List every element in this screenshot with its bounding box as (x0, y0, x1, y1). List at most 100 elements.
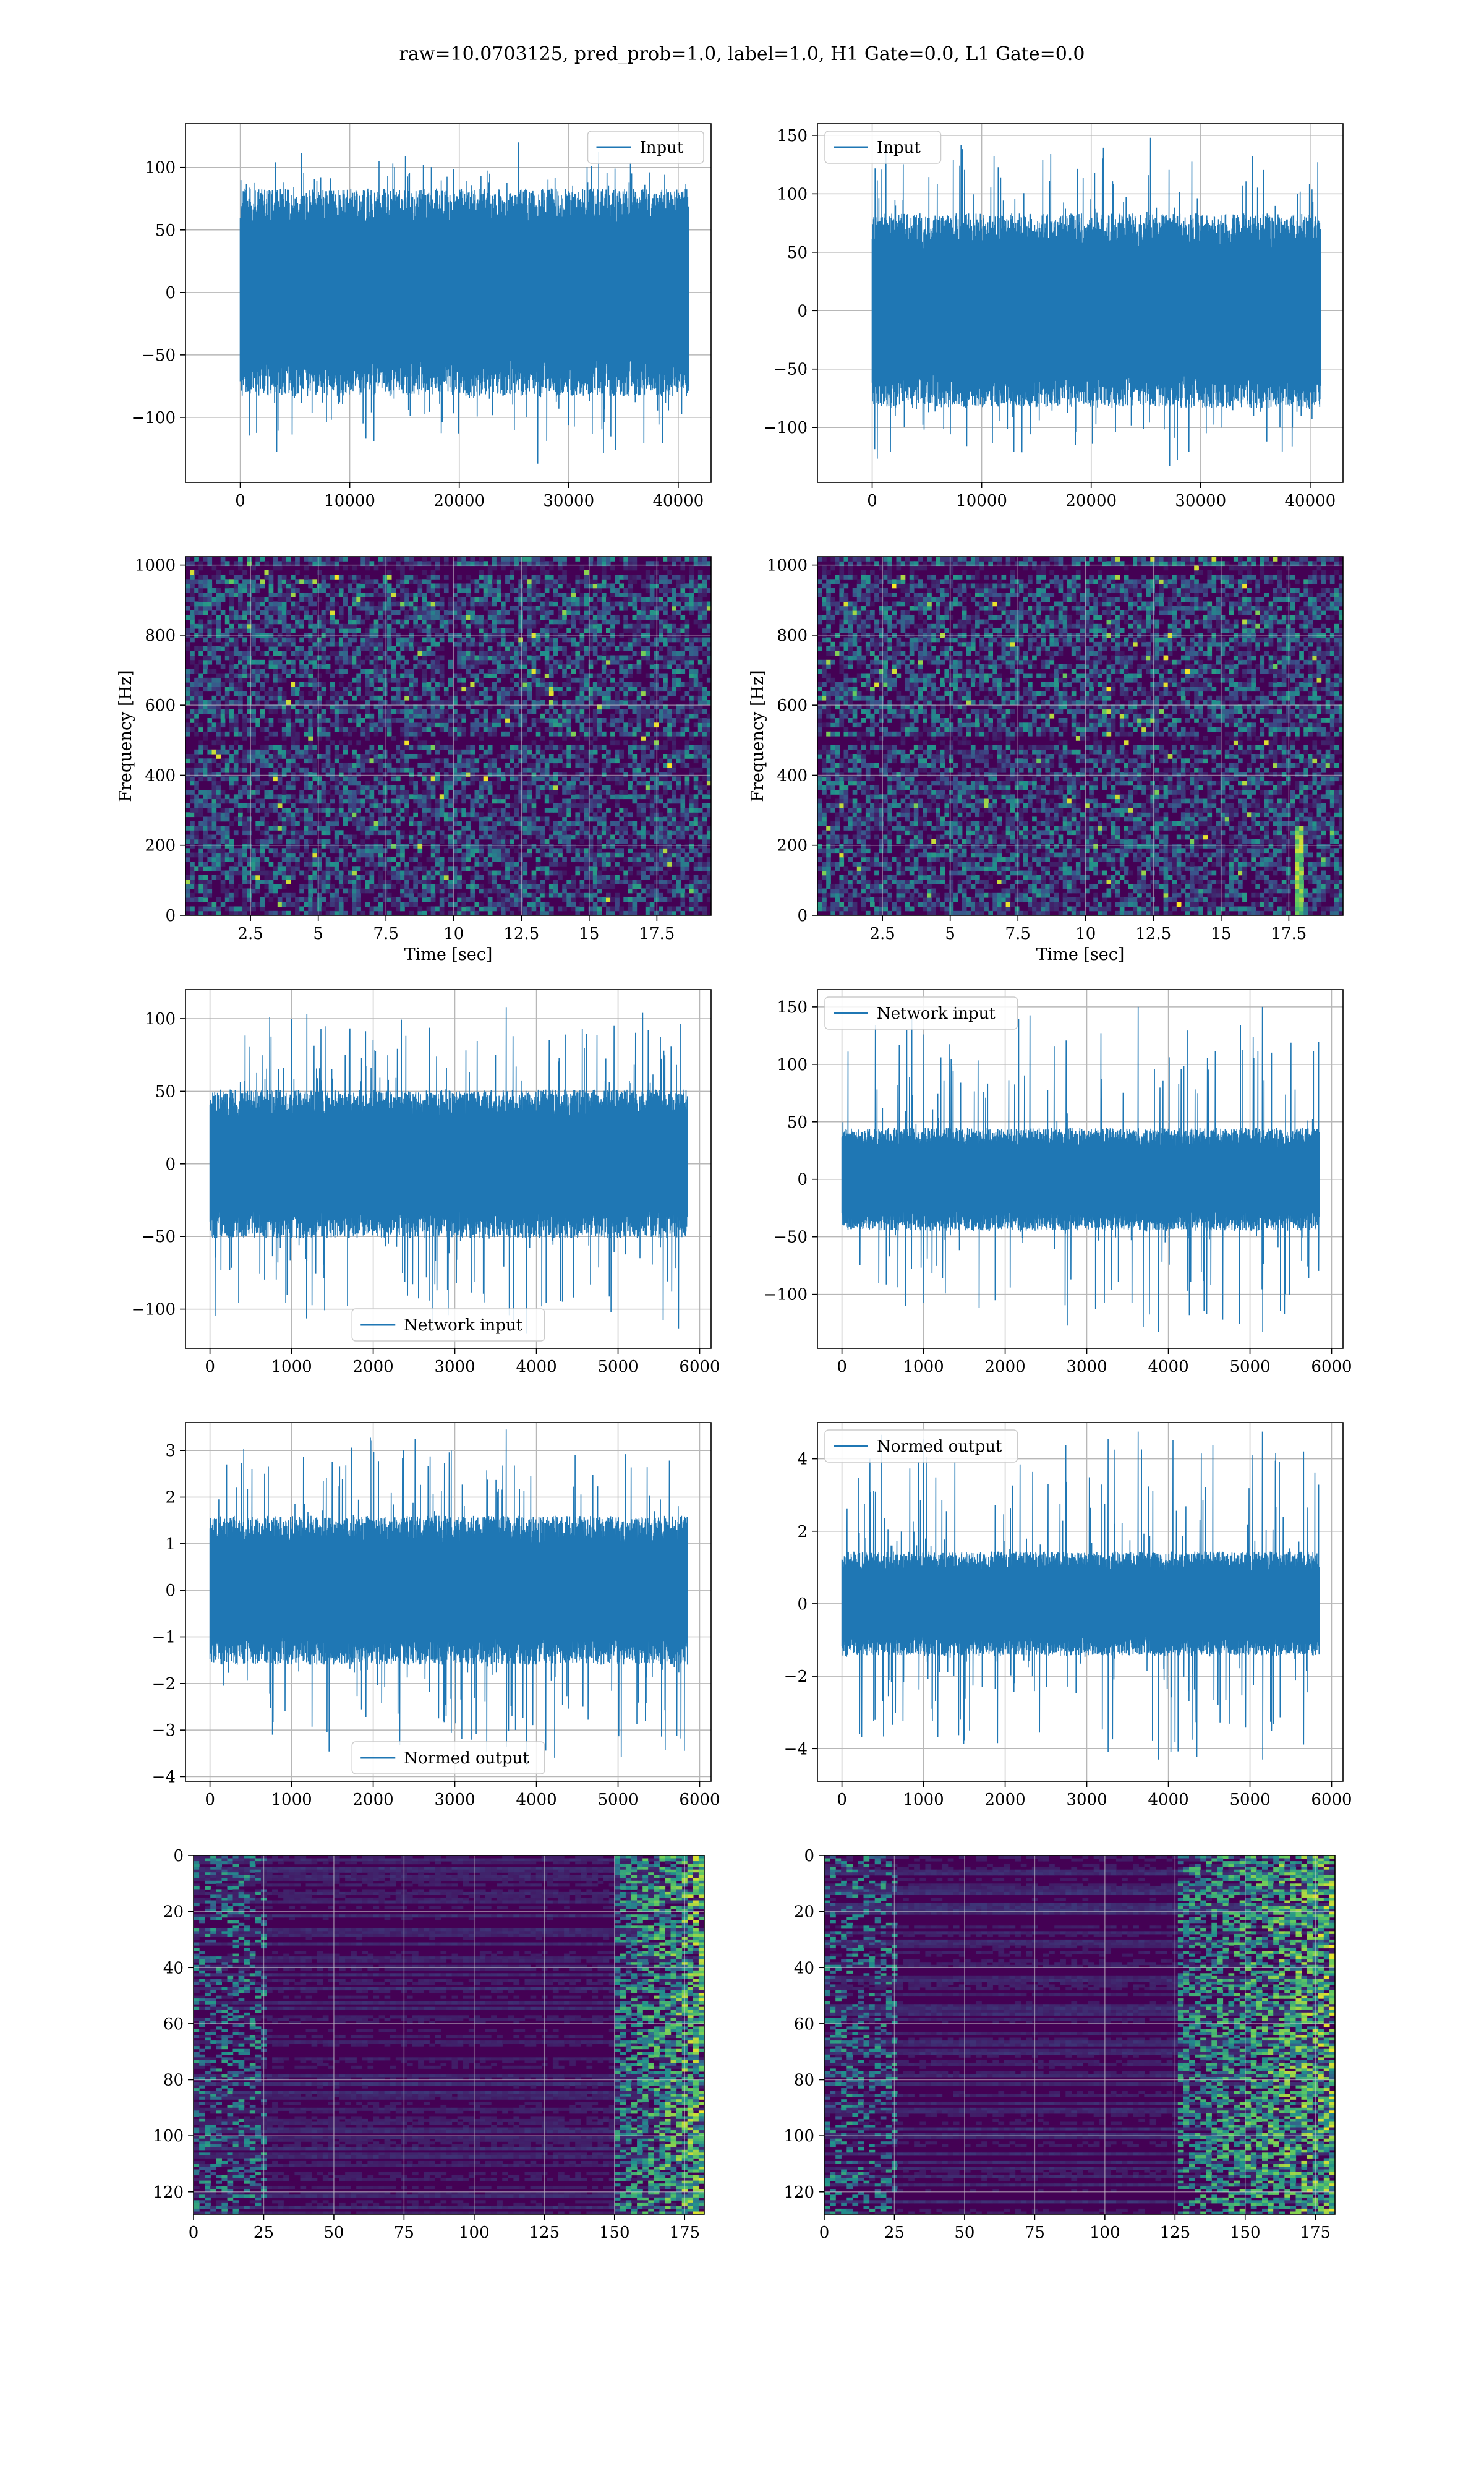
heatmap-cell (566, 583, 571, 589)
heatmap-cell (601, 826, 607, 831)
heatmap-cell (518, 731, 523, 737)
heatmap-cell (417, 821, 423, 826)
heatmap-cell (453, 606, 458, 611)
heatmap-cell (558, 623, 563, 629)
heatmap-cell (352, 834, 357, 840)
heatmap-cell (369, 682, 375, 687)
heatmap-cell (317, 727, 322, 732)
heatmap-cell (308, 727, 313, 732)
heatmap-cell (562, 575, 567, 580)
heatmap-cell (312, 776, 318, 782)
heatmap-cell (466, 781, 471, 786)
heatmap-cell (334, 691, 339, 696)
heatmap-cell (211, 816, 217, 822)
heatmap-cell (430, 884, 436, 889)
heatmap-cell (566, 902, 571, 907)
heatmap-cell (430, 637, 436, 643)
heatmap-cell (190, 623, 195, 629)
heatmap-cell (461, 687, 466, 692)
heatmap-cell (466, 772, 471, 777)
heatmap-cell (198, 579, 203, 584)
heatmap-cell (343, 731, 348, 737)
heatmap-cell (584, 808, 589, 813)
heatmap-cell (238, 821, 243, 826)
heatmap-cell (606, 758, 611, 764)
heatmap-cell (470, 892, 475, 898)
heatmap-cell (281, 875, 287, 880)
heatmap-cell (286, 557, 291, 562)
heatmap-cell (321, 687, 326, 692)
heatmap-cell (268, 570, 274, 575)
heatmap-cell (562, 808, 567, 813)
heatmap-cell (312, 579, 318, 584)
heatmap-cell (479, 597, 484, 602)
heatmap-cell (619, 826, 624, 831)
heatmap-cell (330, 601, 335, 607)
heatmap-cell (277, 651, 283, 656)
heatmap-cell (277, 561, 283, 567)
heatmap-cell (470, 749, 475, 755)
heatmap-cell (216, 866, 221, 871)
x-tick-label: 0 (235, 492, 245, 510)
heatmap-cell (356, 852, 361, 858)
heatmap-cell (378, 862, 383, 867)
heatmap-cell (220, 722, 226, 728)
heatmap-cell (588, 700, 594, 705)
heatmap-cell (330, 785, 335, 790)
heatmap-cell (386, 763, 392, 768)
heatmap-cell (356, 892, 361, 898)
heatmap-cell (514, 754, 519, 759)
heatmap-cell (308, 772, 313, 777)
heatmap-cell (404, 745, 409, 750)
heatmap-cell (483, 862, 488, 867)
heatmap-cell (479, 623, 484, 629)
heatmap-cell (606, 637, 611, 643)
heatmap-cell (308, 691, 313, 696)
heatmap-cell (400, 852, 405, 858)
heatmap-cell (211, 794, 217, 800)
heatmap-cell (453, 583, 458, 589)
heatmap-cell (588, 623, 594, 629)
heatmap-cell (466, 593, 471, 597)
heatmap-cell (264, 830, 270, 836)
heatmap-cell (610, 700, 615, 705)
heatmap-cell (448, 749, 453, 755)
heatmap-cell (251, 669, 256, 674)
heatmap-cell (558, 722, 563, 728)
heatmap-cell (518, 776, 523, 782)
heatmap-cell (352, 870, 357, 876)
y-tick-label: −100 (132, 409, 176, 427)
heatmap-cell (588, 816, 594, 822)
heatmap-cell (548, 565, 554, 571)
heatmap-cell (194, 623, 199, 629)
heatmap-cell (588, 892, 594, 898)
heatmap-cell (535, 687, 541, 692)
heatmap-cell (238, 561, 243, 567)
heatmap-cell (352, 575, 357, 580)
heatmap-cell (426, 857, 432, 862)
heatmap-cell (321, 852, 326, 858)
heatmap-cell (308, 713, 313, 719)
heatmap-cell (443, 821, 449, 826)
heatmap-cell (295, 736, 300, 741)
heatmap-cell (610, 593, 615, 597)
heatmap-cell (487, 731, 493, 737)
heatmap-cell (378, 718, 383, 723)
heatmap-cell (386, 718, 392, 723)
heatmap-cell (360, 852, 365, 858)
heatmap-cell (544, 709, 550, 714)
heatmap-cell (548, 628, 554, 633)
heatmap-cell (483, 651, 488, 656)
heatmap-cell (522, 561, 528, 567)
heatmap-cell (531, 655, 537, 661)
heatmap-cell (330, 606, 335, 611)
heatmap-cell (190, 892, 195, 898)
heatmap-cell (352, 727, 357, 732)
heatmap-cell (264, 575, 270, 580)
heatmap-cell (409, 745, 414, 750)
heatmap-cell (203, 700, 208, 705)
heatmap-cell (619, 749, 624, 755)
heatmap-cell (466, 857, 471, 862)
heatmap-cell (233, 794, 239, 800)
heatmap-cell (190, 597, 195, 602)
